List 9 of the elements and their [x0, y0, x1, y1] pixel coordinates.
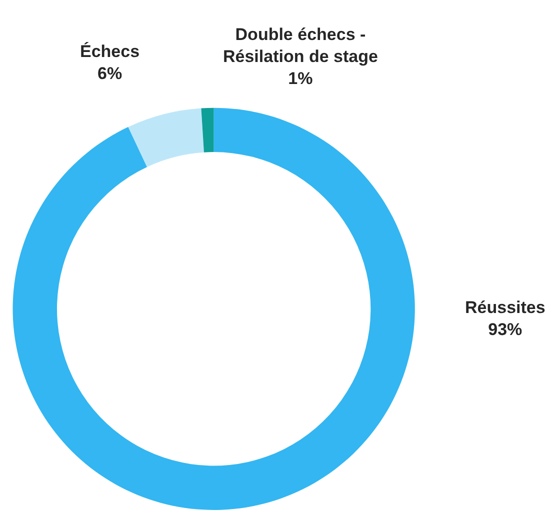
donut-slice [12, 108, 415, 510]
data-label: 1% [288, 69, 313, 88]
slice-label: Double échecs - Résilation de stage [223, 25, 378, 66]
slice-label: Réussites [465, 298, 546, 317]
donut-slice [201, 108, 214, 152]
data-label: 93% [488, 320, 522, 340]
slice-label: Échecs [80, 41, 140, 61]
donut-slice [128, 108, 204, 167]
data-label: 6% [97, 64, 122, 84]
